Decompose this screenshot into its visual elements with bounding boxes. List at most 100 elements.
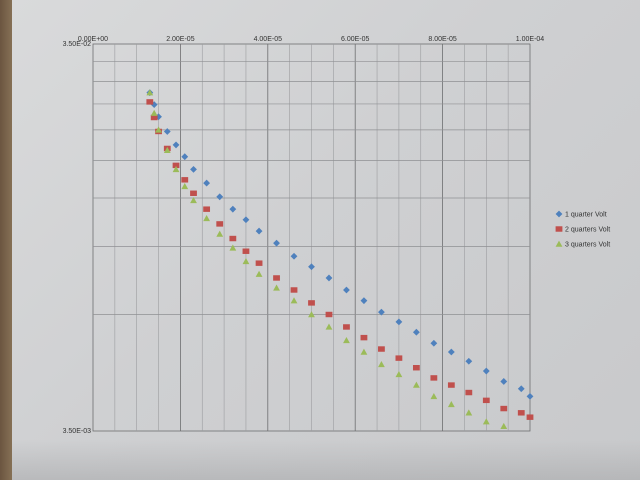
legend-label: 3 quarters Volt [565, 242, 610, 249]
data-point-triangle [343, 337, 350, 344]
desk-background [0, 0, 14, 480]
data-point-triangle [255, 270, 263, 277]
data-point-square [360, 334, 368, 341]
data-point-diamond [163, 128, 171, 135]
data-point-diamond [172, 141, 180, 149]
data-point-square [172, 162, 180, 169]
data-point-square [482, 397, 490, 404]
data-point-square [150, 114, 158, 121]
data-point-diamond [242, 216, 250, 224]
data-point-square [343, 324, 350, 330]
data-point-diamond [273, 239, 280, 247]
data-point-square [255, 260, 263, 266]
data-point-triangle [155, 126, 162, 133]
data-point-diamond [526, 393, 534, 400]
data-point-square [229, 235, 237, 242]
legend-label: 1 quarter Volt [565, 212, 607, 219]
data-point-diamond [360, 297, 368, 305]
data-point-square [465, 389, 473, 396]
chart-points [146, 89, 534, 429]
data-point-square [325, 311, 333, 318]
y-tick-label: 3.50E-03 [63, 428, 92, 435]
data-point-square [308, 300, 315, 306]
data-point-square [447, 382, 455, 388]
data-point-diamond [290, 252, 298, 260]
data-point-triangle [447, 401, 455, 408]
data-point-square [430, 375, 438, 381]
data-point-triangle [290, 297, 298, 304]
x-tick-label: 8.00E-05 [428, 36, 457, 43]
data-point-triangle [360, 348, 368, 355]
x-tick-label: 0.00E+00 [78, 36, 108, 43]
data-point-triangle [216, 230, 224, 237]
y-tick-label: 3.50E-02 [63, 41, 92, 48]
data-point-diamond [517, 385, 525, 393]
printed-paper [12, 0, 640, 480]
data-point-triangle [325, 323, 333, 330]
data-point-diamond [308, 263, 315, 271]
x-axis-tick-labels: 0.00E+00 2.00E-05 4.00E-05 6.00E-05 8.00E-05… [78, 36, 544, 43]
data-point-triangle [163, 146, 171, 153]
series-diamond [146, 89, 534, 400]
series-triangle [146, 89, 508, 429]
x-tick-label: 2.00E-05 [166, 36, 195, 43]
data-point-square [378, 346, 385, 352]
data-point-diamond [203, 179, 211, 187]
data-point-triangle [500, 422, 508, 429]
data-point-triangle [465, 409, 473, 416]
data-point-diamond [325, 274, 333, 282]
data-point-triangle [555, 240, 563, 247]
data-point-square [203, 206, 211, 212]
data-point-square [395, 355, 403, 361]
data-point-triangle [229, 244, 237, 251]
data-point-triangle [146, 89, 154, 96]
data-point-triangle [242, 258, 250, 265]
data-point-diamond [229, 205, 237, 213]
data-point-diamond [555, 210, 563, 218]
x-tick-label: 4.00E-05 [254, 36, 283, 43]
data-point-square [273, 275, 280, 281]
legend-label: 2 quarters Volt [565, 227, 610, 234]
chart-legend: 1 quarter Volt 2 quarters Volt 3 quarters … [555, 210, 610, 249]
data-point-square [146, 99, 154, 105]
data-point-triangle [150, 109, 158, 116]
data-point-diamond [378, 308, 385, 316]
data-point-triangle [412, 381, 420, 388]
chart-grid [92, 43, 531, 432]
data-point-diamond [395, 318, 403, 326]
data-point-square [412, 365, 420, 371]
data-point-triangle [430, 393, 438, 400]
data-point-diamond [181, 153, 189, 161]
data-point-square [216, 221, 224, 227]
data-point-square [242, 248, 250, 254]
data-point-diamond [447, 348, 455, 356]
data-point-triangle [172, 165, 180, 173]
y-axis-tick-labels: 3.50E-02 3.50E-03 [63, 41, 92, 435]
x-tick-label: 6.00E-05 [341, 36, 370, 43]
data-point-diamond [465, 357, 473, 365]
x-tick-label: 1.00E-04 [516, 36, 545, 43]
paper-shadow [12, 440, 640, 480]
data-point-diamond [482, 367, 490, 375]
data-point-square [190, 190, 197, 196]
data-point-diamond [343, 286, 350, 294]
data-point-diamond [430, 339, 438, 347]
series-square [146, 99, 534, 420]
data-point-diamond [155, 113, 162, 121]
data-point-square [500, 405, 508, 412]
data-point-diamond [216, 193, 224, 201]
data-point-triangle [203, 215, 211, 222]
data-point-triangle [273, 284, 280, 291]
data-point-square [517, 410, 525, 416]
data-point-triangle [378, 361, 385, 368]
data-point-triangle [190, 197, 197, 204]
data-point-square [555, 226, 563, 232]
data-point-square [181, 177, 189, 183]
data-point-diamond [412, 328, 420, 336]
data-point-triangle [395, 371, 403, 378]
data-point-square [526, 414, 534, 420]
data-point-triangle [308, 311, 315, 318]
data-point-triangle [181, 183, 189, 190]
data-point-triangle [482, 418, 490, 425]
